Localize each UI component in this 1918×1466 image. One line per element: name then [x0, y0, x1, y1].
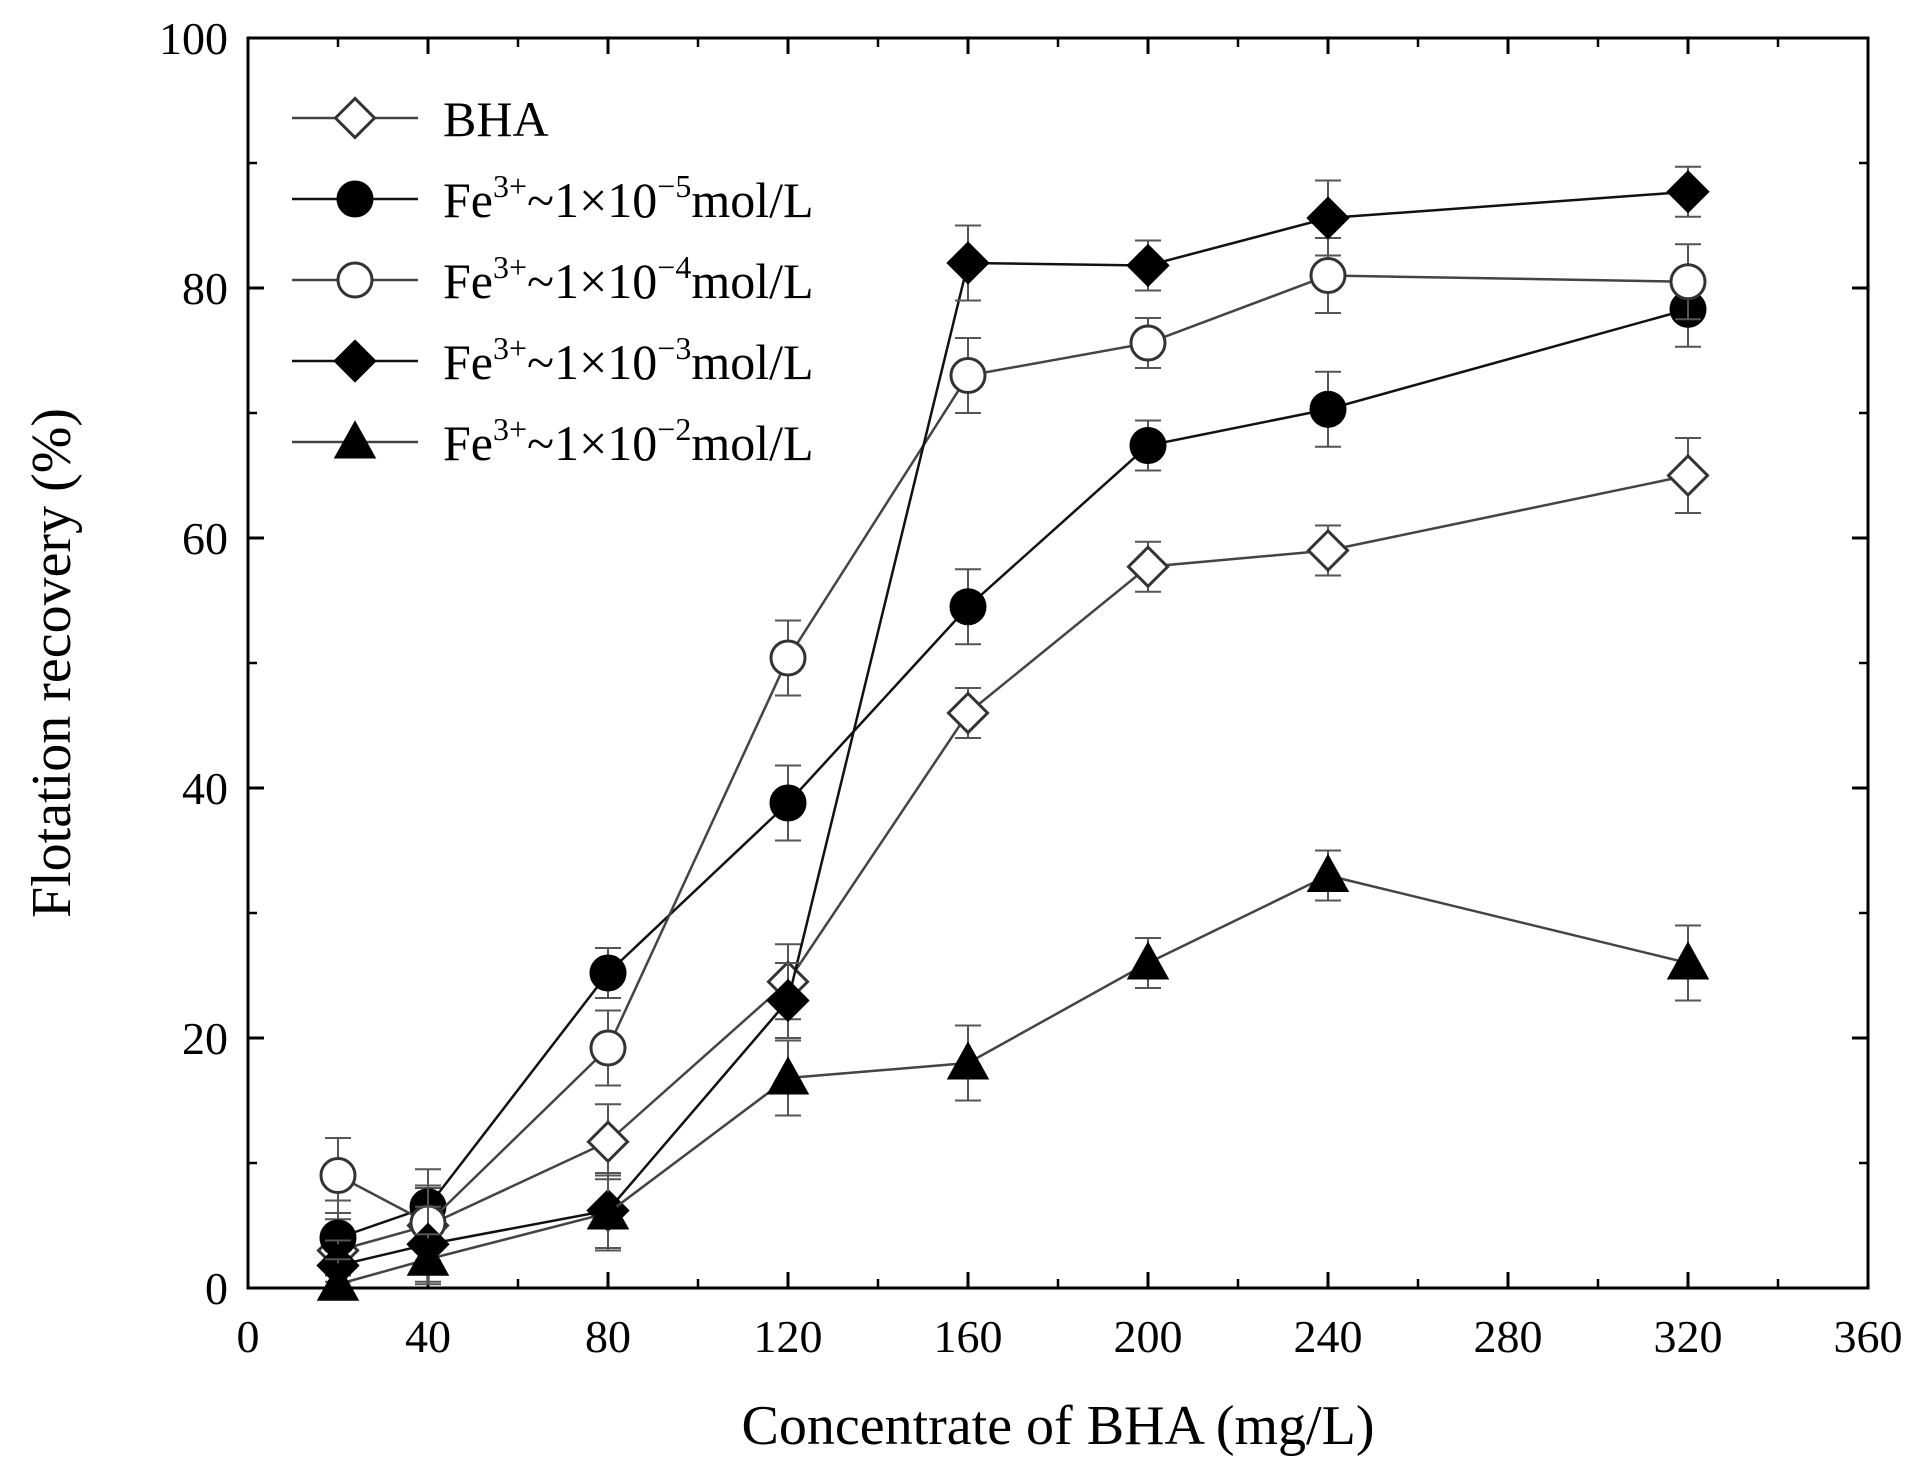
legend-mid: ~1×10 [527, 415, 657, 471]
data-point [1126, 545, 1170, 589]
legend-mid: ~1×10 [527, 172, 657, 228]
legend-sup: 3+ [493, 411, 527, 447]
legend-base: Fe [443, 415, 493, 471]
data-point [1666, 453, 1710, 498]
x-tick-label: 200 [1114, 1311, 1183, 1362]
legend-exp: −2 [657, 411, 691, 447]
legend: BHAFe3+~1×10−5mol/LFe3+~1×10−4mol/LFe3+~… [292, 91, 814, 471]
legend-sup: 3+ [493, 249, 527, 285]
series-line [337, 190, 1689, 1267]
x-tick-label: 240 [1294, 1311, 1363, 1362]
legend-item-4: Fe3+~1×10−2mol/L [292, 411, 814, 471]
data-point [1666, 170, 1710, 214]
data-point [316, 1262, 360, 1301]
data-point [589, 954, 627, 992]
data-point [1669, 263, 1707, 301]
legend-marker [336, 180, 374, 218]
x-axis-title: Concentrate of BHA (mg/L) [742, 1395, 1375, 1457]
legend-unit: mol/L [691, 334, 813, 390]
legend-label: BHA [443, 91, 549, 147]
legend-item-2: Fe3+~1×10−4mol/L [292, 249, 814, 309]
series-4 [316, 849, 1710, 1301]
data-point [1126, 243, 1170, 288]
legend-unit: mol/L [691, 253, 813, 309]
legend-marker [333, 96, 377, 140]
data-point [1306, 528, 1350, 573]
legend-label: Fe3+~1×10−2mol/L [443, 411, 814, 471]
data-point [949, 588, 987, 626]
legend-marker [333, 420, 377, 459]
series-0 [316, 437, 1710, 1283]
y-tick-label: 0 [205, 1263, 228, 1314]
data-point [946, 241, 990, 285]
data-point [589, 1029, 627, 1067]
y-tick-label: 20 [182, 1013, 228, 1064]
x-axis-ticks: 0 40 80 120 160 200 240 280 320 360 [237, 38, 1903, 1362]
data-point [1126, 941, 1170, 980]
x-tick-label: 360 [1834, 1311, 1903, 1362]
legend-sup: 3+ [493, 330, 527, 366]
data-point [586, 1191, 630, 1230]
data-point [766, 978, 810, 1023]
series-layer [316, 165, 1710, 1301]
data-point [1306, 196, 1350, 240]
x-tick-label: 0 [237, 1311, 260, 1362]
y-axis-ticks: 0 20 40 60 80 100 [159, 13, 1868, 1314]
legend-item-0: BHA [292, 91, 549, 147]
series-line [337, 308, 1689, 1240]
data-point [946, 1041, 990, 1080]
x-tick-label: 80 [585, 1311, 631, 1362]
data-point [766, 1056, 810, 1095]
legend-item-3: Fe3+~1×10−3mol/L [292, 330, 814, 390]
x-tick-label: 280 [1474, 1311, 1543, 1362]
legend-marker [336, 261, 374, 299]
data-point [949, 357, 987, 394]
y-axis-title: Flotation recovery (%) [21, 408, 83, 918]
data-point [586, 1120, 630, 1164]
legend-base: Fe [443, 253, 493, 309]
legend-base: BHA [443, 91, 549, 147]
series-line [337, 474, 1689, 1252]
series-line [337, 874, 1689, 1286]
legend-marker [333, 339, 377, 383]
data-point [1309, 390, 1347, 428]
y-tick-label: 60 [182, 513, 228, 564]
data-point [1129, 427, 1167, 464]
x-tick-label: 40 [405, 1311, 451, 1362]
legend-exp: −4 [657, 249, 691, 285]
legend-exp: −3 [657, 330, 691, 366]
data-point [769, 639, 807, 677]
legend-label: Fe3+~1×10−5mol/L [443, 168, 814, 228]
legend-sup: 3+ [493, 168, 527, 204]
data-point [1306, 853, 1350, 892]
data-point [946, 691, 990, 735]
y-tick-label: 40 [182, 763, 228, 814]
x-tick-label: 160 [934, 1311, 1003, 1362]
y-tick-label: 80 [182, 263, 228, 314]
legend-exp: −5 [657, 168, 691, 204]
y-tick-label: 100 [159, 13, 228, 64]
legend-label: Fe3+~1×10−4mol/L [443, 249, 814, 309]
data-point [1129, 324, 1167, 362]
legend-mid: ~1×10 [527, 334, 657, 390]
data-point [406, 1237, 450, 1276]
legend-base: Fe [443, 334, 493, 390]
legend-mid: ~1×10 [527, 253, 657, 309]
legend-item-1: Fe3+~1×10−5mol/L [292, 168, 814, 228]
data-point [319, 1157, 357, 1194]
legend-unit: mol/L [691, 172, 813, 228]
series-2 [319, 237, 1707, 1262]
legend-base: Fe [443, 172, 493, 228]
legend-label: Fe3+~1×10−3mol/L [443, 330, 814, 390]
data-point [769, 784, 807, 822]
legend-unit: mol/L [691, 415, 813, 471]
data-point [1666, 941, 1710, 980]
series-line [337, 274, 1689, 1225]
x-tick-label: 320 [1654, 1311, 1723, 1362]
data-point [1309, 257, 1347, 294]
x-tick-label: 120 [754, 1311, 823, 1362]
